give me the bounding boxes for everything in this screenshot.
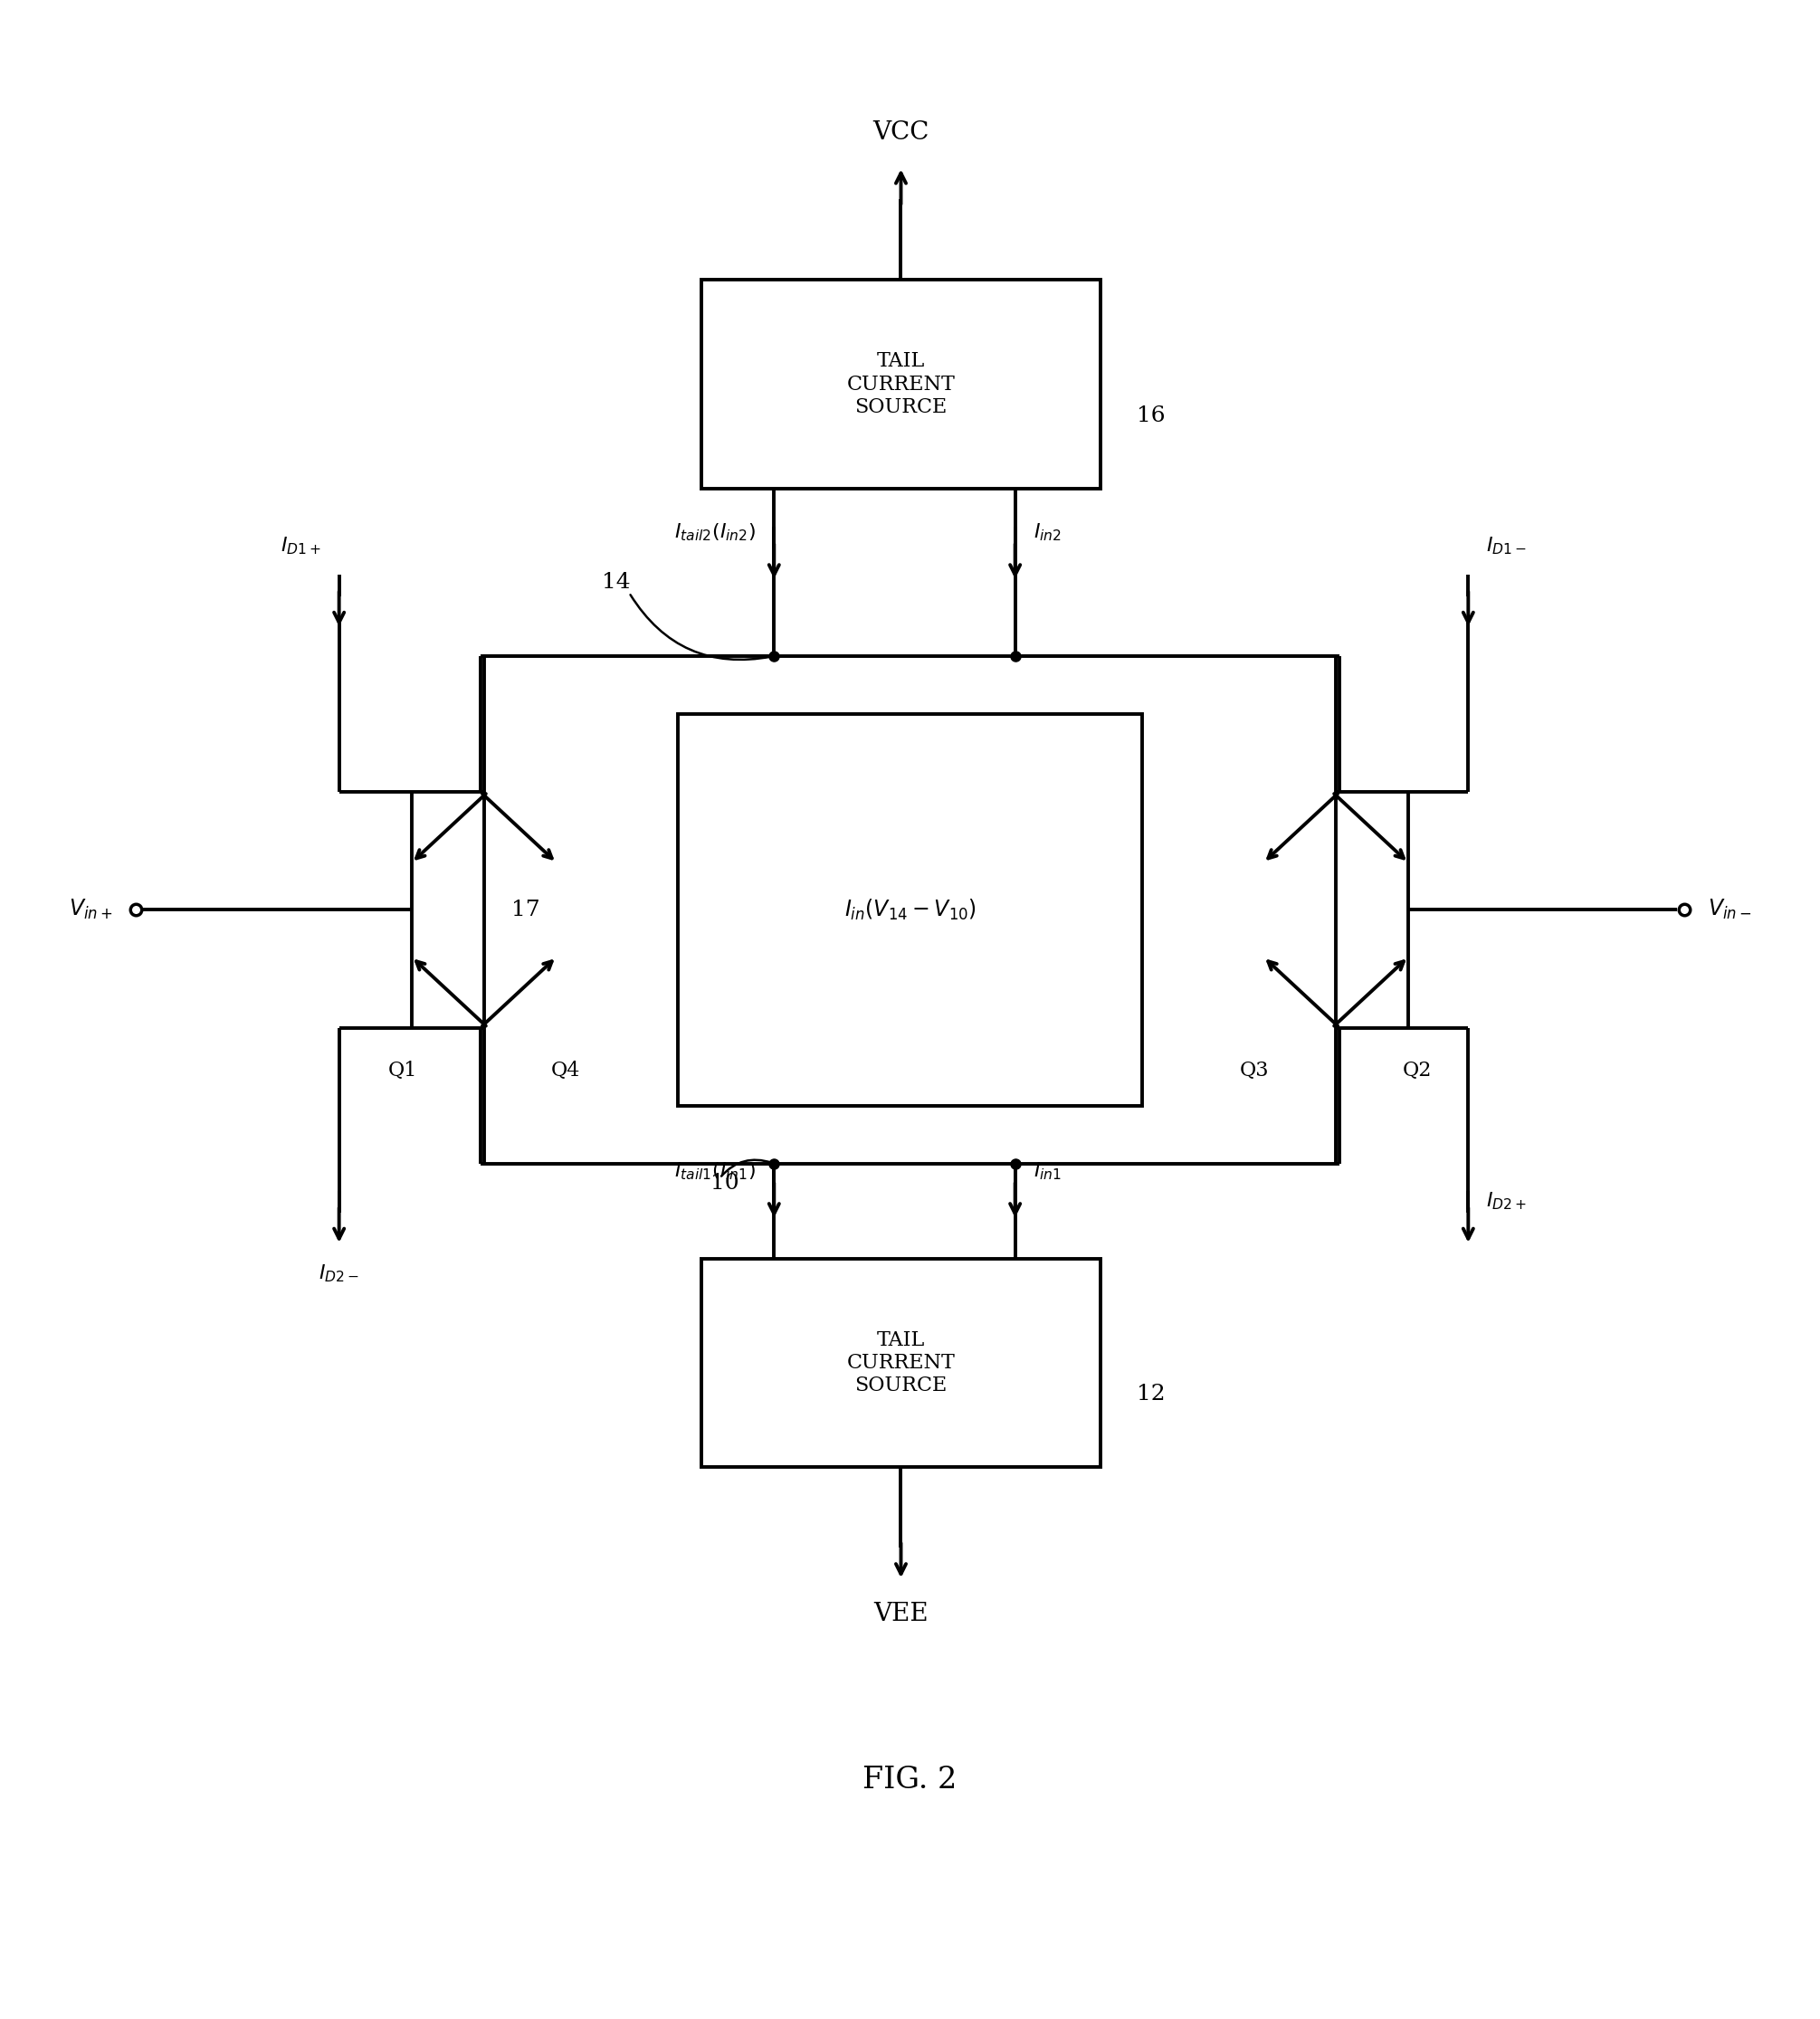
Text: Q4: Q4: [551, 1060, 581, 1080]
Text: TAIL
CURRENT
SOURCE: TAIL CURRENT SOURCE: [846, 1331, 956, 1395]
Text: $I_{tail2}(I_{in2})$: $I_{tail2}(I_{in2})$: [675, 521, 755, 543]
Text: VCC: VCC: [874, 121, 930, 145]
Text: 14: 14: [602, 571, 630, 594]
Text: 12: 12: [1136, 1383, 1165, 1405]
Text: $V_{in+}$: $V_{in+}$: [69, 898, 113, 923]
Text: $I_{in2}$: $I_{in2}$: [1034, 521, 1061, 543]
Bar: [484, 656, 1336, 1163]
Text: 16: 16: [1136, 406, 1165, 426]
Text: $I_{D1-}$: $I_{D1-}$: [1487, 535, 1527, 557]
Text: $I_{D2-}$: $I_{D2-}$: [318, 1264, 359, 1284]
Text: VEE: VEE: [874, 1603, 928, 1627]
Text: TAIL
CURRENT
SOURCE: TAIL CURRENT SOURCE: [846, 351, 956, 418]
Text: Q2: Q2: [1403, 1060, 1432, 1080]
Text: $I_{tail1}(I_{in1})$: $I_{tail1}(I_{in1})$: [675, 1161, 755, 1181]
Bar: [679, 715, 1141, 1106]
Text: $I_{D1+}$: $I_{D1+}$: [280, 535, 320, 557]
Bar: [701, 1258, 1101, 1468]
Bar: [701, 281, 1101, 489]
Text: 10: 10: [710, 1173, 739, 1193]
Text: $V_{in-}$: $V_{in-}$: [1707, 898, 1751, 923]
Text: FIG. 2: FIG. 2: [863, 1765, 957, 1795]
Text: $I_{D2+}$: $I_{D2+}$: [1487, 1191, 1527, 1211]
Text: $I_{in}(V_{14}-V_{10})$: $I_{in}(V_{14}-V_{10})$: [844, 898, 976, 923]
Text: $I_{in1}$: $I_{in1}$: [1034, 1161, 1061, 1181]
Text: 17: 17: [511, 898, 541, 921]
Text: Q3: Q3: [1239, 1060, 1269, 1080]
Text: Q1: Q1: [388, 1060, 417, 1080]
